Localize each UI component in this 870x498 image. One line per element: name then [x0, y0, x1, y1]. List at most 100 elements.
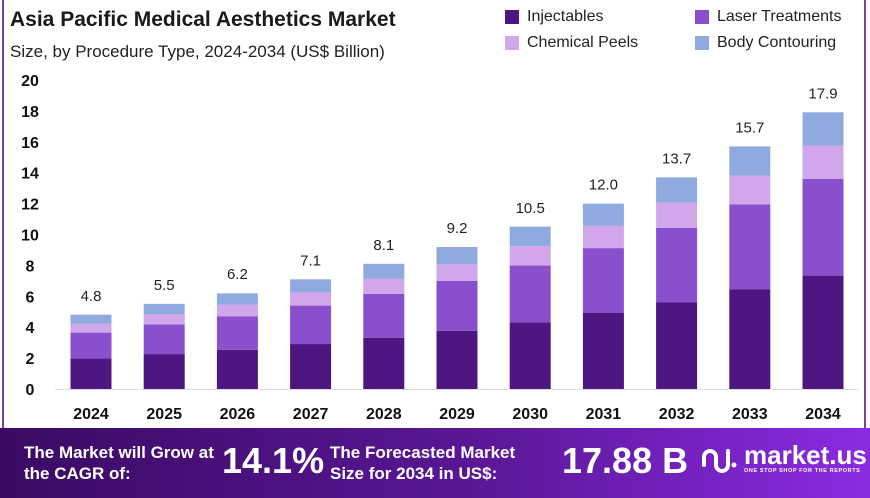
legend-swatch — [505, 10, 519, 24]
bar-segment-body-contouring-2030 — [509, 226, 551, 247]
x-tick-label: 2027 — [293, 406, 329, 423]
bar-segment-chemical-peels-2026 — [216, 304, 258, 317]
bar-segment-body-contouring-2026 — [216, 293, 258, 305]
bar-total-label: 13.7 — [662, 150, 691, 167]
legend-item-chemical: Chemical Peels — [505, 34, 695, 52]
legend-swatch — [695, 36, 709, 50]
bar-segment-laser-treatments-2033 — [729, 204, 771, 290]
summary-banner: The Market will Grow at the CAGR of: 14.… — [0, 428, 870, 498]
y-tick-label: 12 — [21, 197, 39, 214]
y-tick-label: 8 — [26, 258, 35, 275]
bar-segment-chemical-peels-2033 — [729, 175, 771, 205]
bar-segment-laser-treatments-2030 — [509, 265, 551, 323]
bar-segment-body-contouring-2028 — [363, 263, 405, 279]
bar-segment-injectables-2027 — [290, 344, 332, 389]
logo-tagline: ONE STOP SHOP FOR THE REPORTS — [744, 468, 861, 474]
bar-total-label: 9.2 — [447, 220, 468, 237]
chart-title: Asia Pacific Medical Aesthetics Market — [10, 8, 396, 31]
bar-segment-chemical-peels-2025 — [143, 314, 185, 325]
bar-segment-injectables-2029 — [436, 330, 478, 389]
legend-label: Injectables — [527, 8, 604, 25]
legend-item-laser: Laser Treatments — [695, 8, 865, 26]
bar-segment-body-contouring-2024 — [70, 314, 112, 324]
bar-segment-injectables-2028 — [363, 337, 405, 389]
frame-border — [2, 0, 866, 430]
bar-total-label: 4.8 — [81, 288, 102, 305]
bar-segment-injectables-2032 — [656, 302, 698, 389]
bar-total-label: 8.1 — [373, 237, 394, 254]
bar-segment-chemical-peels-2024 — [70, 323, 112, 333]
logo-name: market.us — [744, 440, 867, 470]
bar-segment-chemical-peels-2034 — [802, 145, 844, 179]
bar-segment-laser-treatments-2026 — [216, 316, 258, 350]
logo-icon — [702, 449, 737, 473]
bar-segment-chemical-peels-2029 — [436, 264, 478, 282]
bar-segment-body-contouring-2025 — [143, 303, 185, 315]
x-tick-label: 2024 — [73, 406, 109, 423]
bar-segment-body-contouring-2027 — [290, 279, 332, 293]
chart-subtitle: Size, by Procedure Type, 2024-2034 (US$ … — [10, 42, 385, 61]
bar-segment-laser-treatments-2029 — [436, 281, 478, 331]
legend-swatch — [695, 10, 709, 24]
bar-segment-chemical-peels-2031 — [582, 225, 624, 249]
x-tick-label: 2026 — [220, 406, 256, 423]
chart-plot: 0 2 4 6 8 10 12 14 16 18 20 4.8 2024 5.5 2025 6.2 2026 7.… — [21, 73, 858, 423]
x-tick-label: 2025 — [146, 406, 182, 423]
bar-segment-body-contouring-2032 — [656, 177, 698, 203]
bar-segment-laser-treatments-2027 — [290, 305, 332, 345]
bar-segment-laser-treatments-2034 — [802, 178, 844, 276]
x-tick-label: 2030 — [512, 406, 548, 423]
bar-segment-chemical-peels-2027 — [290, 292, 332, 306]
legend-swatch — [505, 36, 519, 50]
bar-segment-injectables-2030 — [509, 322, 551, 389]
y-tick-label: 14 — [21, 166, 39, 183]
legend-item-body: Body Contouring — [695, 34, 865, 52]
x-tick-label: 2032 — [659, 406, 695, 423]
bar-segment-laser-treatments-2028 — [363, 293, 405, 338]
y-tick-label: 0 — [26, 382, 35, 399]
bar-segment-injectables-2031 — [582, 312, 624, 389]
legend-item-injectables: Injectables — [505, 8, 695, 26]
bar-segment-body-contouring-2029 — [436, 247, 478, 265]
legend-label: Laser Treatments — [717, 8, 842, 25]
bar-segment-chemical-peels-2028 — [363, 278, 405, 294]
y-tick-label: 6 — [26, 289, 35, 306]
market-us-logo: market.us ONE STOP SHOP FOR THE REPORTS — [700, 442, 867, 474]
x-tick-label: 2034 — [805, 406, 841, 423]
legend-label: Chemical Peels — [527, 34, 639, 51]
bar-total-label: 12.0 — [589, 177, 618, 194]
bar-total-label: 5.5 — [154, 277, 175, 294]
bar-segment-injectables-2033 — [729, 289, 771, 389]
x-tick-label: 2028 — [366, 406, 402, 423]
bar-total-label: 17.9 — [808, 85, 837, 102]
bar-segment-laser-treatments-2031 — [582, 248, 624, 313]
bar-segment-chemical-peels-2032 — [656, 202, 698, 229]
bar-segment-chemical-peels-2030 — [509, 246, 551, 266]
bar-segment-body-contouring-2034 — [802, 112, 844, 146]
bar-segment-body-contouring-2031 — [582, 203, 624, 226]
y-tick-label: 18 — [21, 104, 39, 121]
legend-label: Body Contouring — [717, 34, 837, 51]
forecast-value: 17.88 B — [562, 440, 689, 481]
bar-segment-injectables-2024 — [70, 358, 112, 389]
y-tick-label: 4 — [26, 320, 35, 337]
bar-total-label: 10.5 — [516, 200, 545, 217]
bar-segment-laser-treatments-2024 — [70, 332, 112, 359]
bar-segment-laser-treatments-2025 — [143, 324, 185, 355]
legend: Injectables Laser Treatments Chemical Pe… — [505, 8, 865, 52]
cagr-value: 14.1% — [222, 440, 325, 481]
bar-segment-injectables-2025 — [143, 354, 185, 389]
x-tick-label: 2029 — [439, 406, 475, 423]
bar-segment-laser-treatments-2032 — [656, 228, 698, 303]
y-tick-label: 20 — [21, 73, 39, 90]
bar-total-label: 7.1 — [300, 252, 321, 269]
y-tick-label: 16 — [21, 135, 39, 152]
x-tick-label: 2033 — [732, 406, 768, 423]
bar-segment-injectables-2026 — [216, 349, 258, 389]
bar-segment-body-contouring-2033 — [729, 146, 771, 176]
x-tick-label: 2031 — [586, 406, 622, 423]
y-tick-label: 10 — [21, 228, 39, 245]
forecast-label: The Forecasted Market Size for 2034 in U… — [330, 443, 516, 483]
bar-total-label: 15.7 — [735, 119, 764, 136]
